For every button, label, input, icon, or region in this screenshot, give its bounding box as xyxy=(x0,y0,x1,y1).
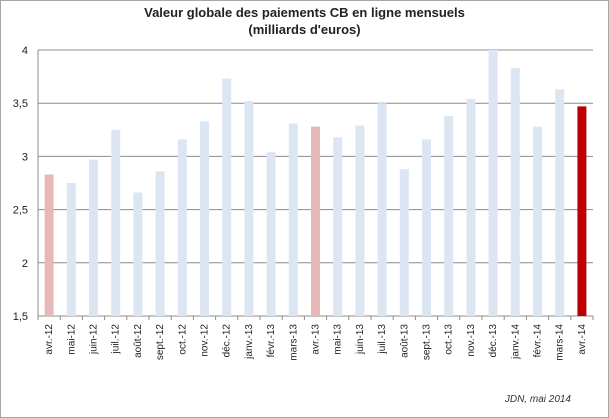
x-tick-label: juin-12 xyxy=(89,324,100,355)
bar xyxy=(311,126,320,316)
x-tick-label: mai-13 xyxy=(333,324,344,355)
bar xyxy=(533,126,542,316)
y-tick-label: 3,5 xyxy=(13,98,28,110)
bar xyxy=(89,159,98,316)
x-tick-label: oct.-12 xyxy=(177,324,188,355)
x-tick-label: mars-13 xyxy=(288,324,299,361)
y-tick-label: 4 xyxy=(22,45,28,57)
x-tick-label: janv.-13 xyxy=(244,324,255,360)
y-tick-label: 2 xyxy=(22,258,28,270)
bar xyxy=(222,78,232,316)
bar xyxy=(44,174,54,316)
y-tick-label: 3 xyxy=(22,151,28,163)
x-tick-label: janv.-14 xyxy=(510,324,521,360)
x-tick-label: avr.-14 xyxy=(577,324,588,355)
x-tick-label: mars-14 xyxy=(555,324,566,361)
x-tick-label: déc.-13 xyxy=(488,324,499,358)
bar xyxy=(288,123,298,316)
x-tick-label: févr.-14 xyxy=(533,324,544,358)
chart-title: Valeur globale des paiements CB en ligne… xyxy=(144,5,465,20)
y-tick-label: 1,5 xyxy=(13,311,28,323)
x-tick-label: mai-12 xyxy=(66,324,77,355)
x-tick-label: août-12 xyxy=(133,324,144,358)
bar xyxy=(200,121,209,317)
bar xyxy=(555,89,565,316)
chart-subtitle: (milliards d'euros) xyxy=(248,22,361,37)
x-tick-label: avr.-12 xyxy=(44,324,55,355)
bar xyxy=(444,115,454,316)
bar xyxy=(377,103,387,316)
bar xyxy=(111,129,121,316)
bar xyxy=(355,125,365,316)
x-tick-label: nov.-13 xyxy=(466,324,477,357)
bar xyxy=(466,98,476,316)
x-tick-label: août-13 xyxy=(399,324,410,358)
source-note: JDN, mai 2014 xyxy=(504,394,571,405)
y-tick-label: 2,5 xyxy=(13,205,28,217)
bar xyxy=(266,152,276,316)
bar xyxy=(488,50,498,316)
x-tick-label: juin-13 xyxy=(355,324,366,355)
bar xyxy=(155,171,165,316)
x-tick-label: févr.-13 xyxy=(266,324,277,358)
bar xyxy=(399,169,409,316)
bar xyxy=(510,68,520,316)
bar xyxy=(422,139,431,316)
x-tick-label: sept.-13 xyxy=(422,324,433,361)
x-tick-label: sept.-12 xyxy=(155,324,166,361)
x-tick-label: nov.-12 xyxy=(200,324,211,357)
x-tick-label: juil.-12 xyxy=(111,324,122,355)
x-tick-label: déc.-12 xyxy=(222,324,233,358)
bar xyxy=(244,101,254,317)
bar xyxy=(577,106,587,316)
x-tick-label: oct.-13 xyxy=(444,324,455,355)
bar xyxy=(66,183,76,316)
x-tick-label: juil.-13 xyxy=(377,324,388,355)
x-tick-label: avr.-13 xyxy=(311,324,322,355)
bar xyxy=(177,139,187,316)
bar xyxy=(133,192,143,316)
bar xyxy=(333,137,343,316)
